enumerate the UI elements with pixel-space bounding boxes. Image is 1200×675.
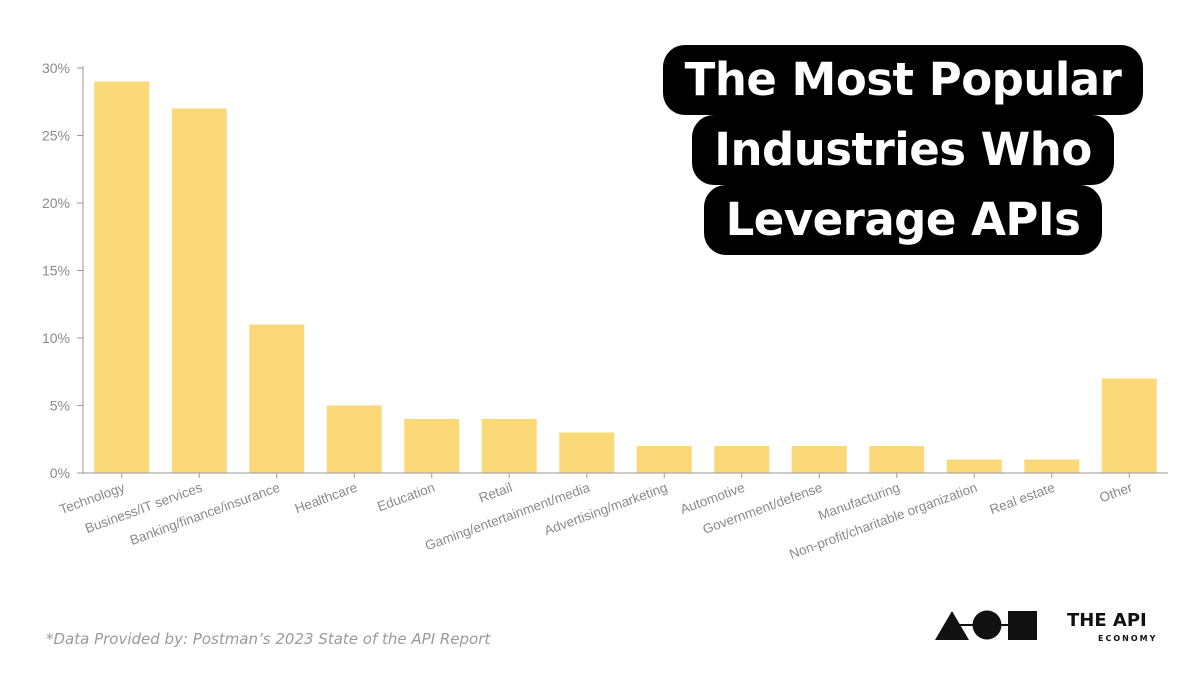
source-footnote: *Data Provided by: Postman’s 2023 State … [46, 630, 491, 648]
bar-2 [249, 324, 305, 473]
y-tick-label: 30% [42, 60, 70, 76]
title-line-3: Leverage APIs [703, 185, 1103, 255]
y-tick-label: 0% [50, 465, 70, 481]
bars-group [94, 81, 1157, 473]
bar-11 [946, 459, 1002, 473]
y-axis-ticks: 0% 5% 10% 15% 20% 25% 30% [42, 60, 83, 481]
brand-name: THE API [1067, 610, 1147, 631]
bar-6 [559, 432, 615, 473]
x-category-label: Other [1097, 480, 1134, 506]
x-category-label: Retail [477, 480, 515, 506]
x-category-label: Education [375, 480, 437, 515]
bar-5 [481, 419, 537, 473]
chart-title: The Most Popular Industries Who Leverage… [646, 45, 1160, 255]
y-tick-label: 25% [42, 128, 70, 144]
bar-3 [326, 405, 382, 473]
y-tick-label: 5% [50, 398, 70, 414]
bar-1 [171, 108, 227, 473]
x-category-label: Real estate [987, 480, 1056, 517]
x-category-label: Banking/finance/insurance [128, 480, 282, 548]
bar-4 [404, 419, 460, 473]
triangle-circle-square-logo-icon [935, 610, 1037, 640]
bar-12 [1024, 459, 1080, 473]
bar-0 [94, 81, 150, 473]
y-tick-label: 10% [42, 330, 70, 346]
y-tick-label: 15% [42, 263, 70, 279]
bar-10 [869, 446, 925, 473]
bar-8 [714, 446, 770, 473]
bar-13 [1101, 378, 1157, 473]
brand-subtitle: ECONOMY [1098, 634, 1158, 643]
title-line-2: Industries Who [692, 115, 1114, 185]
x-category-label: Healthcare [293, 480, 359, 516]
title-line-1: The Most Popular [662, 45, 1144, 115]
bar-7 [636, 446, 692, 473]
y-tick-label: 20% [42, 195, 70, 211]
bar-9 [791, 446, 847, 473]
